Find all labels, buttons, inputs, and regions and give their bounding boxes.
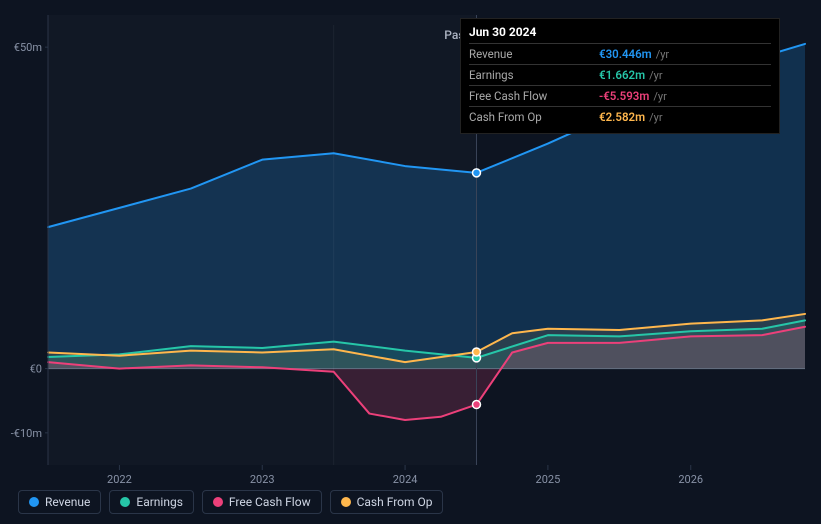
y-axis-label: €50m (14, 41, 42, 54)
x-axis-label: 2025 (536, 473, 561, 486)
tooltip-row-value: €2.582m/yr (599, 107, 771, 128)
tooltip-row: Earnings€1.662m/yr (469, 65, 771, 86)
tooltip-row: Revenue€30.446m/yr (469, 44, 771, 65)
tooltip-row-label: Revenue (469, 44, 599, 65)
tooltip-row-label: Earnings (469, 65, 599, 86)
legend-label: Cash From Op (357, 495, 433, 509)
legend-swatch (120, 497, 130, 507)
legend-item[interactable]: Revenue (18, 490, 101, 514)
tooltip-row-label: Free Cash Flow (469, 86, 599, 107)
tooltip-title: Jun 30 2024 (469, 25, 771, 43)
x-axis-label: 2022 (107, 473, 132, 486)
legend-swatch (213, 497, 223, 507)
x-axis-label: 2024 (393, 473, 418, 486)
x-axis-label: 2023 (250, 473, 275, 486)
tooltip-row-value: -€5.593m/yr (599, 86, 771, 107)
tooltip-row-label: Cash From Op (469, 107, 599, 128)
legend-label: Revenue (45, 495, 90, 509)
legend-label: Free Cash Flow (229, 495, 311, 509)
legend-label: Earnings (136, 495, 183, 509)
y-axis-label: -€10m (11, 427, 42, 440)
tooltip-table: Revenue€30.446m/yrEarnings€1.662m/yrFree… (469, 43, 771, 127)
x-axis-label: 2026 (678, 473, 703, 486)
legend-item[interactable]: Earnings (109, 490, 194, 514)
tooltip-row-value: €30.446m/yr (599, 44, 771, 65)
tooltip-row: Free Cash Flow-€5.593m/yr (469, 86, 771, 107)
legend-item[interactable]: Cash From Op (330, 490, 444, 514)
y-axis-label: €0 (30, 363, 42, 376)
legend-swatch (29, 497, 39, 507)
chart-tooltip: Jun 30 2024 Revenue€30.446m/yrEarnings€1… (460, 18, 780, 134)
legend-item[interactable]: Free Cash Flow (202, 490, 322, 514)
tooltip-row: Cash From Op€2.582m/yr (469, 107, 771, 128)
legend-swatch (341, 497, 351, 507)
chart-legend: Revenue Earnings Free Cash Flow Cash From O… (18, 490, 443, 514)
tooltip-row-value: €1.662m/yr (599, 65, 771, 86)
